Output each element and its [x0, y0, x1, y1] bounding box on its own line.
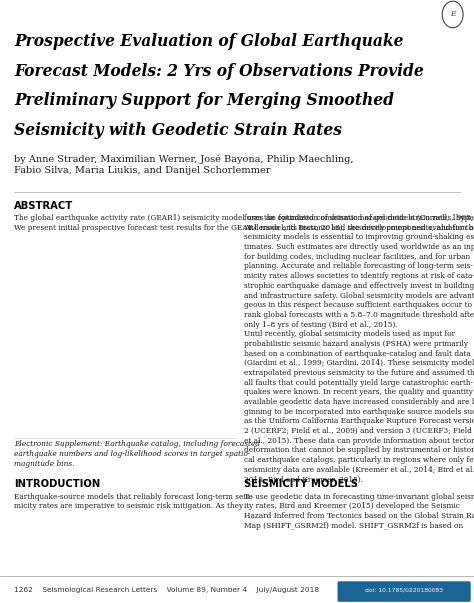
- Text: E: E: [450, 10, 456, 19]
- Text: Prospective Evaluation of Global Earthquake: Prospective Evaluation of Global Earthqu…: [14, 33, 404, 50]
- Text: SEISMICITY MODELS: SEISMICITY MODELS: [244, 479, 358, 490]
- Text: INTRODUCTION: INTRODUCTION: [14, 479, 100, 490]
- Text: by Anne Strader, Maximilian Werner, José Bayona, Philip Maechling,
Fabio Silva, : by Anne Strader, Maximilian Werner, José…: [14, 154, 354, 175]
- Text: Forecast Models: 2 Yrs of Observations Provide: Forecast Models: 2 Yrs of Observations P…: [14, 63, 424, 80]
- Text: Seismicity with Geodetic Strain Rates: Seismicity with Geodetic Strain Rates: [14, 122, 342, 139]
- FancyBboxPatch shape: [337, 581, 471, 602]
- Text: doi: 10.1785/0220180083: doi: 10.1785/0220180083: [365, 587, 443, 592]
- Text: To use geodetic data in forecasting time-invariant global seismic-
ity rates, Bi: To use geodetic data in forecasting time…: [244, 493, 474, 529]
- Text: 1262    Seismological Research Letters    Volume 89, Number 4    July/August 201: 1262 Seismological Research Letters Volu…: [14, 587, 319, 593]
- Text: Electronic Supplement: Earthquake catalog, including forecasted
earthquake numbe: Electronic Supplement: Earthquake catalo…: [14, 440, 260, 467]
- Text: The global earthquake activity rate (GEAR1) seismicity model uses an optimized c: The global earthquake activity rate (GEA…: [14, 214, 474, 232]
- Text: Earthquake-source models that reliably forecast long-term seis-
micity rates are: Earthquake-source models that reliably f…: [14, 493, 252, 510]
- Text: form the foundation of seismic hazard models (Cornell, 1968;
Anderson and Biasi,: form the foundation of seismic hazard mo…: [244, 214, 474, 484]
- Text: Preliminary Support for Merging Smoothed: Preliminary Support for Merging Smoothed: [14, 92, 394, 109]
- Text: ABSTRACT: ABSTRACT: [14, 201, 73, 211]
